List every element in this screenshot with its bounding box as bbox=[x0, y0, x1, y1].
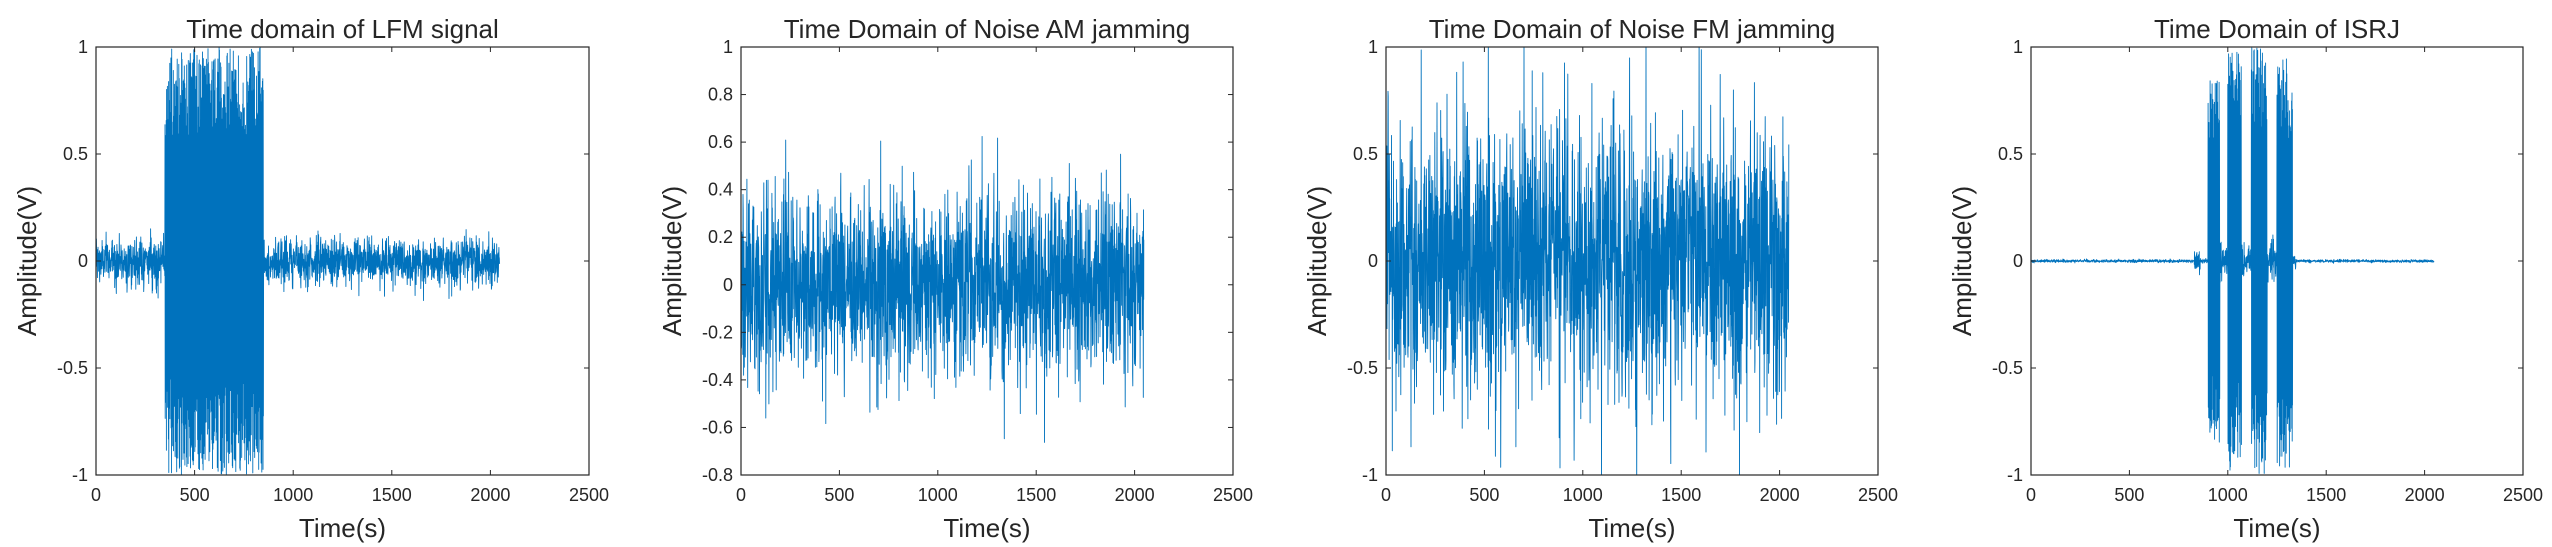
x-tick-label: 0 bbox=[1381, 485, 1391, 505]
chart-title: Time domain of LFM signal bbox=[186, 14, 499, 44]
y-tick-label: 0.2 bbox=[708, 227, 733, 247]
x-tick-label: 2500 bbox=[1213, 485, 1253, 505]
y-tick-label: -0.5 bbox=[57, 358, 88, 378]
x-tick-label: 0 bbox=[736, 485, 746, 505]
chart-title: Time Domain of Noise FM jamming bbox=[1429, 14, 1835, 44]
x-tick-label: 500 bbox=[1469, 485, 1499, 505]
y-tick-label: -0.8 bbox=[702, 465, 733, 485]
y-tick-label: 0 bbox=[2013, 251, 2023, 271]
x-tick-label: 1000 bbox=[2208, 485, 2248, 505]
x-tick-label: 2500 bbox=[569, 485, 609, 505]
panel-noise-am: 0 500 1000 1500 2000 2500 -0.8 -0.6 -0.4… bbox=[657, 14, 1253, 543]
y-tick-label: 0.8 bbox=[708, 85, 733, 105]
y-tick-labels: -1 -0.5 0 0.5 1 bbox=[1347, 37, 1378, 485]
x-tick-label: 2500 bbox=[1858, 485, 1898, 505]
x-tick-labels: 0 500 1000 1500 2000 2500 bbox=[1381, 485, 1898, 505]
tick-marks bbox=[2030, 46, 2524, 476]
x-tick-label: 2500 bbox=[2503, 485, 2543, 505]
panel-noise-fm: 0 500 1000 1500 2000 2500 -1 -0.5 0 0.5 … bbox=[1302, 14, 1898, 543]
x-tick-labels: 0 500 1000 1500 2000 2500 bbox=[736, 485, 1253, 505]
y-axis-label: Amplitude(V) bbox=[1947, 186, 1977, 336]
signal-line bbox=[741, 136, 1145, 443]
x-tick-label: 1500 bbox=[1016, 485, 1056, 505]
x-tick-label: 1000 bbox=[1563, 485, 1603, 505]
x-tick-label: 500 bbox=[824, 485, 854, 505]
y-tick-label: -1 bbox=[72, 465, 88, 485]
y-tick-label: 0.6 bbox=[708, 132, 733, 152]
y-tick-label: 0.4 bbox=[708, 180, 733, 200]
x-axis-label: Time(s) bbox=[1588, 513, 1675, 543]
y-tick-label: -1 bbox=[2007, 465, 2023, 485]
x-axis-label: Time(s) bbox=[943, 513, 1030, 543]
x-tick-label: 2000 bbox=[470, 485, 510, 505]
signal-line bbox=[2031, 47, 2435, 474]
x-tick-label: 1500 bbox=[1661, 485, 1701, 505]
y-tick-label: 1 bbox=[2013, 37, 2023, 57]
x-tick-label: 1500 bbox=[372, 485, 412, 505]
signal-line bbox=[96, 47, 501, 475]
y-tick-label: -0.5 bbox=[1347, 358, 1378, 378]
chart-title: Time Domain of ISRJ bbox=[2154, 14, 2400, 44]
x-tick-label: 1000 bbox=[918, 485, 958, 505]
x-tick-label: 2000 bbox=[1115, 485, 1155, 505]
x-axis-label: Time(s) bbox=[299, 513, 386, 543]
panel-lfm: 0 500 1000 1500 2000 2500 -1 -0.5 0 0.5 … bbox=[12, 14, 609, 543]
signal-line bbox=[1386, 47, 1790, 475]
x-tick-label: 1500 bbox=[2306, 485, 2346, 505]
y-tick-labels: -1 -0.5 0 0.5 1 bbox=[57, 37, 88, 485]
x-tick-label: 1000 bbox=[273, 485, 313, 505]
y-tick-label: 0 bbox=[723, 275, 733, 295]
y-tick-label: -0.6 bbox=[702, 417, 733, 437]
tick-marks bbox=[95, 46, 590, 476]
x-tick-labels: 0 500 1000 1500 2000 2500 bbox=[2026, 485, 2543, 505]
x-tick-label: 2000 bbox=[1760, 485, 1800, 505]
y-tick-label: 1 bbox=[78, 37, 88, 57]
x-tick-label: 500 bbox=[2114, 485, 2144, 505]
y-tick-label: 0.5 bbox=[1998, 144, 2023, 164]
y-axis-label: Amplitude(V) bbox=[657, 186, 687, 336]
y-tick-label: -0.4 bbox=[702, 370, 733, 390]
y-tick-label: 0.5 bbox=[1353, 144, 1378, 164]
y-tick-label: -1 bbox=[1362, 465, 1378, 485]
y-tick-label: 0 bbox=[78, 251, 88, 271]
y-tick-labels: -0.8 -0.6 -0.4 -0.2 0 0.2 0.4 0.6 0.8 1 bbox=[702, 37, 733, 485]
y-tick-label: 1 bbox=[723, 37, 733, 57]
tick-marks bbox=[1385, 46, 1879, 476]
x-tick-labels: 0 500 1000 1500 2000 2500 bbox=[91, 485, 609, 505]
y-axis-label: Amplitude(V) bbox=[12, 186, 42, 336]
x-tick-label: 0 bbox=[91, 485, 101, 505]
y-tick-label: 0.5 bbox=[63, 144, 88, 164]
x-axis-label: Time(s) bbox=[2233, 513, 2320, 543]
y-tick-label: 1 bbox=[1368, 37, 1378, 57]
x-tick-label: 0 bbox=[2026, 485, 2036, 505]
panel-isrj: 0 500 1000 1500 2000 2500 -1 -0.5 0 0.5 … bbox=[1947, 14, 2543, 543]
y-tick-label: -0.5 bbox=[1992, 358, 2023, 378]
y-tick-label: 0 bbox=[1368, 251, 1378, 271]
y-axis-label: Amplitude(V) bbox=[1302, 186, 1332, 336]
x-tick-label: 2000 bbox=[2405, 485, 2445, 505]
tick-marks bbox=[740, 46, 1234, 476]
axes-box bbox=[740, 46, 1234, 476]
chart-title: Time Domain of Noise AM jamming bbox=[784, 14, 1191, 44]
x-tick-label: 500 bbox=[180, 485, 210, 505]
y-tick-label: -0.2 bbox=[702, 322, 733, 342]
y-tick-labels: -1 -0.5 0 0.5 1 bbox=[1992, 37, 2023, 485]
